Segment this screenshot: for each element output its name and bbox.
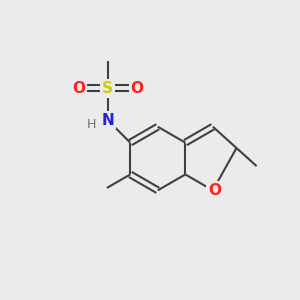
Text: O: O [208,183,221,198]
Text: H: H [87,118,96,131]
Text: O: O [72,81,85,96]
Text: S: S [102,81,113,96]
Text: O: O [130,81,143,96]
Text: N: N [101,113,114,128]
